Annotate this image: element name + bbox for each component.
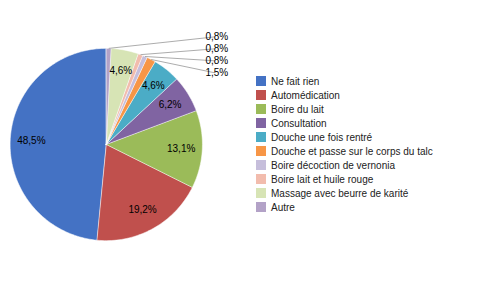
html-text:Boire décoction de vernonia: Boire décoction de vernonia [271,159,395,171]
svg-text:6,2%: 6,2% [159,99,182,110]
svg-text:0,8%: 0,8% [205,31,228,42]
html-text:Autre: Autre [271,201,295,213]
svg-text:48,5%: 48,5% [17,135,45,146]
html-text:Consultation: Consultation [271,117,327,129]
html-text:Automédication: Automédication [271,89,340,101]
html-text:Massage avec beurre de karité: Massage avec beurre de karité [271,187,409,199]
svg-text:4,6%: 4,6% [142,80,165,91]
html-text:Boire du lait: Boire du lait [271,103,324,115]
svg-text:13,1%: 13,1% [167,143,195,154]
svg-text:0,8%: 0,8% [205,43,228,54]
svg-text:0,8%: 0,8% [205,55,228,66]
html-text:Douche une fois rentré: Douche une fois rentré [271,131,373,143]
html-text:Boire lait et huile rouge: Boire lait et huile rouge [271,173,374,185]
svg-text:19,2%: 19,2% [128,204,156,215]
html-text:Ne fait rien: Ne fait rien [271,75,320,87]
svg-text:4,6%: 4,6% [109,65,132,76]
svg-text:1,5%: 1,5% [205,67,228,78]
html-text:Douche et passe sur le corps d: Douche et passe sur le corps du talc [271,145,433,157]
